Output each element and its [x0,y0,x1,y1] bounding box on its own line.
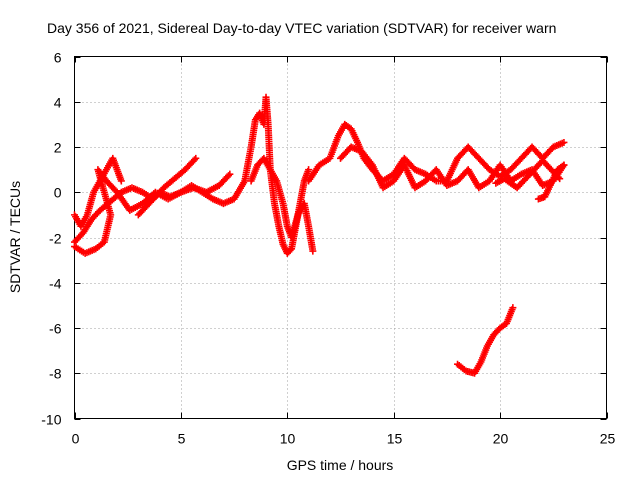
y-tick-label: 2 [54,140,62,156]
data-point [225,172,233,180]
y-tick-label: -10 [41,412,61,428]
x-tick-label: 0 [72,431,80,447]
data-point [305,166,313,174]
axis-ticks: 0 5 10 15 20 25 -10 -8 -6 -4 -2 0 2 4 6 [41,50,615,447]
data-points [71,93,568,377]
data-point [509,304,517,312]
y-tick-label: -6 [49,321,62,337]
x-tick-label: 5 [178,431,186,447]
data-point [286,246,294,254]
y-tick-label: -8 [49,366,62,382]
series-track-7 [337,143,568,192]
x-tick-label: 20 [493,431,509,447]
y-tick-label: 0 [54,185,62,201]
data-point [190,156,198,164]
data-point [192,154,200,162]
series-track-9 [534,161,568,203]
y-tick-label: -2 [49,231,62,247]
data-point [556,175,564,183]
x-tick-label: 10 [280,431,296,447]
data-point [560,138,568,146]
y-tick-label: 4 [54,95,62,111]
series-track-1 [71,154,125,230]
y-tick-label: 6 [54,50,62,66]
series-track-10 [454,304,517,377]
grid [74,56,607,419]
series-track-4 [134,93,313,257]
data-point [117,177,125,185]
series-track-5 [247,154,317,255]
x-axis-label: GPS time / hours [287,457,394,473]
data-point [309,247,317,255]
x-tick-label: 25 [600,431,616,447]
data-point [226,170,234,178]
y-axis-label: SDTVAR / TECUs [7,181,23,293]
chart-title: Day 356 of 2021, Sidereal Day-to-day VTE… [47,20,556,36]
plot-frame [74,56,607,419]
x-tick-label: 15 [387,431,403,447]
data-point [560,161,568,169]
y-tick-label: -4 [49,276,62,292]
